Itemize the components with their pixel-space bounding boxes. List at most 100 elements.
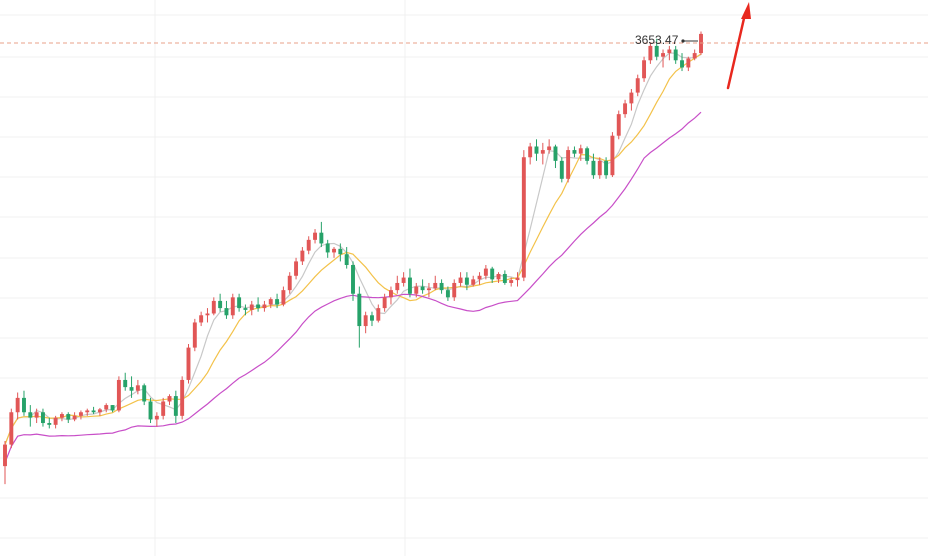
candle-body-down bbox=[585, 148, 590, 161]
ma-short-line bbox=[4, 52, 702, 445]
candle-body-down bbox=[572, 150, 577, 154]
candle-body-down bbox=[591, 160, 596, 176]
candle-body-down bbox=[351, 265, 355, 294]
last-price-dot bbox=[681, 39, 685, 43]
candle-body-up bbox=[528, 146, 533, 158]
candle-body-up bbox=[610, 135, 615, 176]
candle-body-up bbox=[635, 78, 640, 93]
candle-body-up bbox=[53, 417, 58, 425]
candle-body-up bbox=[382, 297, 387, 309]
candle-body-down bbox=[439, 282, 444, 291]
candle-body-down bbox=[420, 286, 425, 291]
candle-body-down bbox=[28, 412, 33, 418]
candle-body-up bbox=[483, 268, 488, 276]
candle-body-up bbox=[230, 297, 235, 316]
candle-body-up bbox=[515, 277, 520, 281]
candle-body-down bbox=[464, 277, 469, 285]
candle-body-down bbox=[553, 146, 558, 161]
candle-body-up bbox=[376, 308, 381, 321]
candle-body-up bbox=[167, 396, 172, 402]
candle-body-up bbox=[452, 282, 457, 298]
candle-body-up bbox=[300, 250, 305, 262]
candle-body-down bbox=[243, 308, 248, 310]
candle-body-down bbox=[218, 300, 223, 309]
candle-body-up bbox=[15, 397, 20, 413]
candle-body-down bbox=[370, 315, 374, 321]
candle-body-down bbox=[256, 304, 261, 309]
candle-body-down bbox=[275, 299, 280, 305]
candle-body-down bbox=[110, 405, 115, 411]
candle-body-up bbox=[262, 304, 267, 309]
candle-body-up bbox=[433, 282, 438, 289]
candle-body-up bbox=[211, 300, 216, 314]
candle-body-up bbox=[268, 299, 273, 305]
candle-body-up bbox=[72, 415, 77, 420]
candle-body-up bbox=[540, 150, 545, 154]
candle-body-up bbox=[306, 239, 311, 251]
candle-body-up bbox=[686, 58, 691, 68]
candle-body-down bbox=[91, 410, 96, 413]
candle-body-up bbox=[161, 401, 166, 416]
candle-body-up bbox=[116, 379, 121, 411]
candle-body-up bbox=[616, 114, 621, 136]
candle-body-up bbox=[78, 412, 83, 416]
candle-body-up bbox=[566, 150, 571, 179]
candle-body-down bbox=[22, 397, 26, 413]
candle-body-down bbox=[534, 146, 539, 154]
candle-body-up bbox=[186, 347, 191, 380]
ma-mid-line bbox=[4, 53, 702, 445]
candle-body-up bbox=[458, 277, 463, 283]
candle-body-up bbox=[547, 146, 552, 151]
candle-body-up bbox=[9, 412, 14, 445]
candle-body-up bbox=[623, 103, 628, 115]
candle-body-down bbox=[445, 290, 450, 298]
candle-body-down bbox=[338, 248, 343, 255]
candle-body-up bbox=[104, 405, 109, 410]
candle-body-up bbox=[395, 282, 400, 291]
candle-body-up bbox=[249, 304, 254, 310]
candle-body-up bbox=[294, 261, 299, 276]
candle-body-up bbox=[648, 45, 653, 61]
candle-body-up bbox=[667, 49, 672, 54]
candle-body-up bbox=[3, 444, 7, 467]
candle-body-up bbox=[192, 322, 197, 348]
trend-arrow-shaft bbox=[726, 12, 747, 90]
candle-body-up bbox=[85, 410, 90, 413]
last-price-label: 3653.47 bbox=[635, 33, 679, 47]
candle-body-down bbox=[344, 254, 349, 265]
candle-body-up bbox=[661, 53, 665, 57]
candle-body-down bbox=[680, 60, 684, 68]
candle-body-up bbox=[199, 315, 204, 323]
candle-body-down bbox=[325, 243, 330, 253]
candle-body-down bbox=[47, 423, 52, 425]
candle-body-up bbox=[59, 414, 64, 418]
candle-body-up bbox=[509, 280, 514, 283]
candle-body-up bbox=[578, 148, 583, 154]
candle-body-down bbox=[173, 396, 178, 416]
candle-body-down bbox=[319, 232, 324, 244]
candle-body-up bbox=[496, 273, 501, 280]
candle-body-down bbox=[490, 268, 495, 280]
candle-body-down bbox=[129, 387, 134, 391]
candle-body-down bbox=[237, 297, 242, 309]
candle-body-up bbox=[629, 92, 634, 104]
candle-body-down bbox=[142, 385, 147, 402]
candle-body-up bbox=[414, 286, 419, 294]
candle-body-up bbox=[281, 290, 286, 305]
candle-body-up bbox=[401, 277, 406, 283]
candle-body-down bbox=[224, 308, 229, 316]
candle-body-down bbox=[66, 414, 71, 420]
candle-body-up bbox=[471, 279, 476, 285]
candle-body-up bbox=[389, 290, 393, 298]
candle-body-up bbox=[154, 415, 159, 420]
candle-body-up bbox=[180, 379, 185, 416]
candle-body-up bbox=[34, 412, 39, 418]
candle-body-down bbox=[407, 277, 412, 294]
candle-body-up bbox=[426, 288, 431, 291]
candle-body-up bbox=[521, 157, 526, 278]
candle-body-down bbox=[559, 160, 564, 179]
candle-body-up bbox=[642, 60, 647, 79]
candle-body-up bbox=[597, 160, 602, 176]
